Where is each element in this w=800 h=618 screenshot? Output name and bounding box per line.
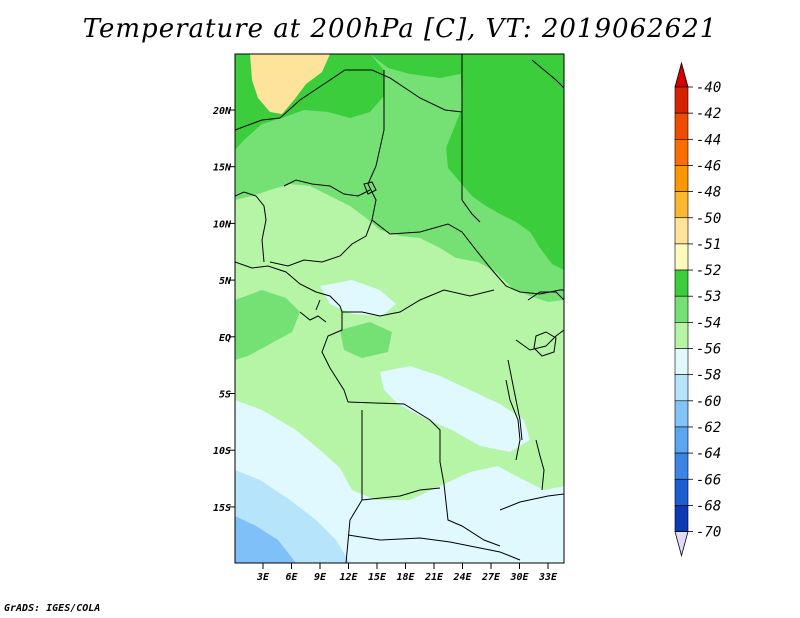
longitude-axis: 3E 6E 9E 12E 15E 18E 21E 24E 27E 30E 33E bbox=[256, 563, 558, 583]
lat-tick-label: 5N bbox=[219, 276, 232, 287]
colorbar-label: -53 bbox=[696, 289, 721, 305]
country-borders bbox=[235, 54, 564, 563]
colorbar-swatch bbox=[674, 112, 689, 140]
colorbar-label: -46 bbox=[696, 158, 721, 174]
colorbar-label: -44 bbox=[696, 132, 721, 148]
lat-tick-label: 10N bbox=[213, 219, 232, 230]
credit-text: GrADS: IGES/COLA bbox=[4, 603, 101, 614]
lon-tick-label: 12E bbox=[339, 572, 358, 583]
map-frame bbox=[234, 53, 565, 564]
colorbar-swatch bbox=[674, 243, 689, 271]
lon-tick-label: 27E bbox=[481, 572, 501, 583]
field-dark-green-north-strip bbox=[370, 54, 470, 78]
colorbar-label: -62 bbox=[696, 420, 721, 436]
colorbar-swatch bbox=[674, 269, 689, 297]
colorbar: -40 -42 -44 -46 -48 -50 -51 -52 -53 -54 -56 -58 -60 -… bbox=[674, 61, 721, 558]
lake-tanganyika bbox=[507, 359, 523, 441]
lat-tick-label: EQ bbox=[219, 333, 231, 344]
colorbar-swatch bbox=[674, 165, 689, 192]
lake-victoria bbox=[533, 331, 557, 357]
colorbar-label: -54 bbox=[696, 315, 721, 331]
colorbar-label: -68 bbox=[696, 498, 721, 514]
field-pale-yellow bbox=[250, 54, 330, 114]
lon-tick-label: 9E bbox=[314, 572, 327, 583]
colorbar-bottom-arrow bbox=[674, 531, 689, 558]
lat-tick-label: 20N bbox=[212, 106, 232, 117]
colorbar-swatch bbox=[674, 426, 689, 454]
colorbar-label: -40 bbox=[696, 80, 721, 96]
colorbar-swatch bbox=[674, 452, 689, 480]
lon-tick-label: 24E bbox=[452, 572, 472, 583]
colorbar-swatch bbox=[674, 478, 689, 506]
lon-tick-label: 3E bbox=[256, 572, 270, 583]
colorbar-label: -56 bbox=[696, 342, 721, 358]
colorbar-label: -66 bbox=[696, 472, 721, 488]
field-pale-cyan-central bbox=[380, 366, 530, 452]
colorbar-label: -52 bbox=[696, 263, 721, 279]
lat-tick-label: 15N bbox=[213, 163, 232, 174]
latitude-axis: 20N 15N 10N 5N EQ 5S 10S 15S bbox=[212, 106, 235, 514]
map-title: Temperature at 200hPa [C], VT: 201906262… bbox=[82, 14, 718, 44]
field-mid-green-patch bbox=[340, 322, 392, 358]
colorbar-label: -60 bbox=[696, 394, 721, 410]
colorbar-swatch bbox=[674, 217, 689, 245]
lake-chad bbox=[363, 181, 377, 195]
colorbar-top-arrow bbox=[674, 61, 689, 88]
field-blue bbox=[235, 516, 296, 563]
colorbar-label: -70 bbox=[696, 525, 721, 541]
colorbar-swatch bbox=[674, 374, 689, 402]
lat-tick-label: 10S bbox=[213, 446, 231, 457]
lon-tick-label: 21E bbox=[424, 572, 444, 583]
lake-malawi bbox=[535, 439, 545, 491]
lat-tick-label: 5S bbox=[219, 390, 231, 401]
field-mid-green-west-coast bbox=[235, 290, 300, 360]
colorbar-swatch bbox=[674, 86, 689, 114]
colorbar-swatch bbox=[674, 322, 689, 349]
field-dark-green-east bbox=[446, 54, 564, 270]
lat-tick-label: 15S bbox=[213, 503, 231, 514]
lon-tick-label: 6E bbox=[285, 572, 298, 583]
lon-tick-label: 33E bbox=[538, 572, 558, 583]
temperature-field bbox=[235, 54, 564, 563]
colorbar-label: -64 bbox=[696, 446, 721, 462]
lon-tick-label: 18E bbox=[396, 572, 415, 583]
colorbar-swatch bbox=[674, 191, 689, 219]
colorbar-label: -58 bbox=[696, 368, 721, 384]
field-pale-cyan-mid bbox=[320, 280, 396, 316]
colorbar-swatch bbox=[674, 295, 689, 323]
colorbar-swatch bbox=[674, 505, 689, 532]
colorbar-swatch bbox=[674, 348, 689, 375]
colorbar-label: -51 bbox=[696, 237, 721, 253]
colorbar-label: -48 bbox=[696, 185, 721, 201]
colorbar-label: -42 bbox=[696, 106, 721, 122]
lon-tick-label: 30E bbox=[509, 572, 529, 583]
colorbar-label: -50 bbox=[696, 211, 721, 227]
colorbar-swatch bbox=[674, 139, 689, 166]
lakes bbox=[363, 181, 557, 491]
colorbar-swatch bbox=[674, 400, 689, 428]
lon-tick-label: 15E bbox=[368, 572, 387, 583]
